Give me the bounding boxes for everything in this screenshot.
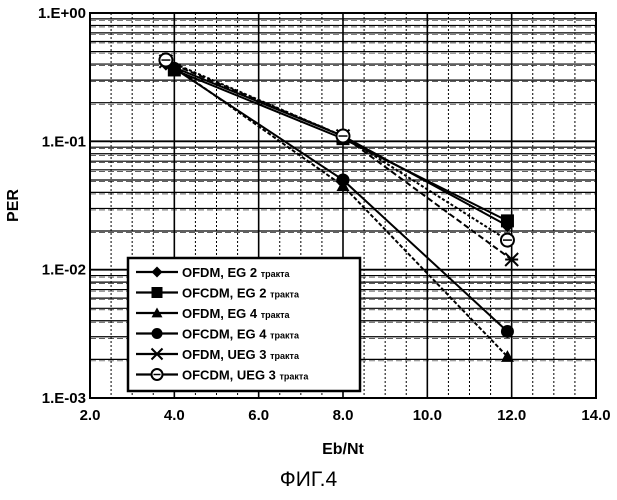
legend-label-suffix: тракта [280, 372, 310, 382]
x-tick-label: 12.0 [497, 407, 526, 424]
x-tick-label: 4.0 [164, 407, 185, 424]
data-point [159, 54, 172, 67]
x-axis-title: Eb/Nt [322, 441, 364, 458]
data-point [501, 214, 514, 227]
y-tick-label: 1.E-01 [42, 133, 86, 150]
legend-label-suffix: тракта [261, 269, 291, 279]
x-tick-label: 10.0 [413, 407, 442, 424]
data-point [501, 234, 514, 247]
legend: OFDM, EG 2 трактаOFCDM, EG 2 трактаOFDM,… [128, 258, 360, 391]
legend-label-suffix: тракта [261, 310, 291, 320]
y-tick-label: 1.E-03 [42, 390, 86, 407]
legend-label-suffix: тракта [270, 351, 300, 361]
x-tick-label: 2.0 [80, 407, 101, 424]
x-tick-label: 8.0 [333, 407, 354, 424]
data-point [501, 325, 514, 338]
legend-label-suffix: тракта [270, 290, 300, 300]
per-chart: 2.0 4.0 6.0 8.0 10.0 12.0 14.0 1.E-03 1.E-02 1.E-… [0, 0, 617, 462]
data-point [337, 173, 350, 186]
data-point [152, 287, 163, 298]
data-point [152, 328, 163, 339]
x-tick-label: 6.0 [248, 407, 269, 424]
figure-caption: ФИГ.4 [0, 468, 617, 492]
legend-label-suffix: тракта [270, 331, 300, 341]
y-tick-label: 1.E+00 [38, 5, 86, 22]
data-point [337, 130, 350, 143]
y-axis-title: PER [5, 189, 22, 222]
y-tick-label: 1.E-02 [42, 262, 86, 279]
data-point [152, 369, 163, 380]
x-tick-label: 14.0 [581, 407, 610, 424]
